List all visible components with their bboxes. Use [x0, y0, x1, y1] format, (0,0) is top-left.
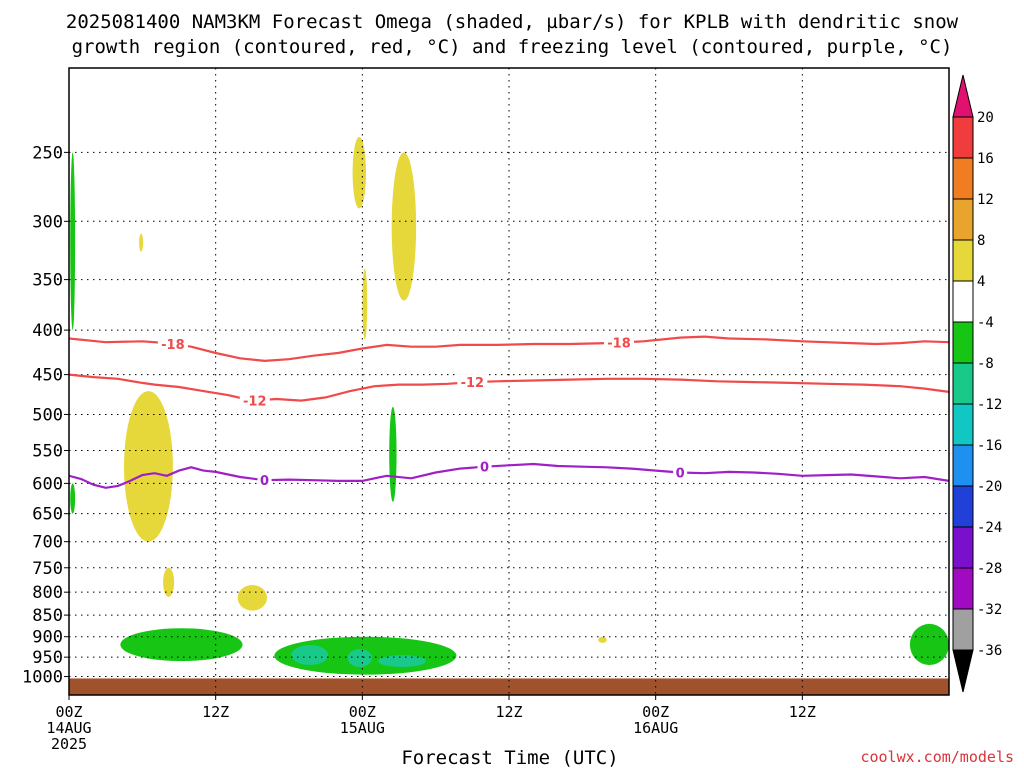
- omega-region: [347, 649, 373, 667]
- y-axis-ticks: 2503003504004505005506006507007508008509…: [22, 143, 69, 688]
- contour-label: 0: [676, 467, 685, 482]
- x-tick-sublabel: 16AUG: [633, 719, 678, 737]
- y-tick-label: 900: [32, 628, 63, 648]
- y-tick-label: 450: [32, 366, 63, 386]
- colorbar-segment: [952, 444, 974, 487]
- y-tick-label: 300: [32, 212, 63, 232]
- colorbar-segment: [952, 362, 974, 405]
- y-tick-label: 800: [32, 583, 63, 603]
- colorbar-segment: [952, 567, 974, 610]
- colorbar-bottom-arrow: [952, 649, 974, 693]
- colorbar-segment: [952, 526, 974, 569]
- colorbar-segment: [952, 608, 974, 651]
- x-tick-label: 00Z: [642, 703, 669, 721]
- contours: -18 -18 -12 -12 0 0 0: [69, 334, 949, 489]
- colorbar-tick-label: -32: [977, 602, 1002, 618]
- y-tick-label: 400: [32, 321, 63, 341]
- contour-label: 0: [260, 474, 269, 489]
- omega-region: [163, 567, 175, 597]
- colorbar-tick-label: -4: [977, 315, 994, 331]
- colorbar-segment: [952, 321, 974, 364]
- x-tick-label: 12Z: [495, 703, 522, 721]
- omega-region: [70, 483, 76, 514]
- contour-label-bg: [239, 392, 270, 409]
- x-tick-label: 12Z: [202, 703, 229, 721]
- contour-line: [69, 373, 949, 402]
- omega-region: [909, 623, 949, 666]
- colorbar-tick-label: -28: [977, 561, 1002, 577]
- y-tick-label: 550: [32, 442, 63, 462]
- contour-line: [69, 335, 949, 363]
- colorbar-segment: [952, 198, 974, 241]
- colorbar-tick-label: -36: [977, 643, 1002, 659]
- omega-region: [237, 585, 267, 611]
- omega-region: [124, 391, 173, 542]
- y-tick-label: 600: [32, 474, 63, 494]
- colorbar-tick-label: 8: [977, 233, 985, 249]
- x-axis-label: Forecast Time (UTC): [401, 747, 618, 768]
- x-tick-label: 12Z: [789, 703, 816, 721]
- colorbar-segment: [952, 239, 974, 282]
- contour-label: -12: [461, 376, 485, 391]
- colorbar-tick-label: 4: [977, 274, 985, 290]
- y-tick-label: 750: [32, 559, 63, 579]
- colorbar-segment: [952, 485, 974, 528]
- omega-region: [598, 636, 607, 643]
- colorbar-segment: [952, 403, 974, 446]
- contour-label-bg: [673, 464, 688, 481]
- colorbar-tick-label: 16: [977, 151, 994, 167]
- contour-label: -12: [243, 394, 267, 409]
- y-tick-label: 650: [32, 505, 63, 525]
- omega-region: [139, 233, 144, 252]
- chart-title: 2025081400 NAM3KM Forecast Omega (shaded…: [66, 11, 959, 33]
- colorbar: 20 16 12 8 4 -4 -8 -12 -16 -20 -24 -28 -32 -36: [952, 74, 1002, 693]
- colorbar-tick-label: -8: [977, 356, 994, 372]
- colorbar-tick-label: -24: [977, 520, 1002, 536]
- omega-region: [391, 152, 417, 301]
- x-tick-sublabel: 14AUG: [46, 719, 91, 737]
- y-tick-label: 950: [32, 648, 63, 668]
- contour-label: 0: [480, 461, 489, 476]
- omega-region: [389, 406, 397, 502]
- colorbar-segment: [952, 280, 974, 323]
- contour-label-bg: [604, 334, 634, 351]
- x-tick-label: 00Z: [349, 703, 376, 721]
- x-tick-sublabel: 15AUG: [340, 719, 385, 737]
- contour-label: -18: [607, 336, 631, 351]
- contour-label-bg: [477, 458, 492, 475]
- credit-text: coolwx.com/models: [860, 748, 1014, 766]
- y-tick-label: 250: [32, 143, 63, 163]
- colorbar-segment: [952, 116, 974, 159]
- y-tick-label: 850: [32, 606, 63, 626]
- colorbar-tick-label: 12: [977, 192, 994, 208]
- colorbar-tick-label: -20: [977, 479, 1002, 495]
- contour-label-bg: [157, 336, 188, 353]
- y-tick-label: 1000: [22, 668, 63, 688]
- omega-shading: [70, 136, 949, 675]
- omega-region: [352, 136, 366, 209]
- y-tick-label: 350: [32, 271, 63, 291]
- colorbar-tick-label: -12: [977, 397, 1002, 413]
- contour-line: [69, 462, 949, 489]
- colorbar-tick-label: 20: [977, 110, 994, 126]
- colorbar-tick-label: -16: [977, 438, 1002, 454]
- omega-region: [378, 655, 426, 667]
- contour-label-bg: [457, 374, 488, 391]
- omega-region: [70, 152, 76, 331]
- contour-label: -18: [161, 338, 185, 353]
- omega-region: [362, 268, 368, 340]
- y-tick-label: 500: [32, 405, 63, 425]
- y-tick-label: 700: [32, 533, 63, 553]
- contour-label-bg: [257, 472, 272, 489]
- x-tick-label: 00Z: [55, 703, 82, 721]
- colorbar-top-arrow: [952, 74, 974, 118]
- omega-region: [291, 645, 329, 666]
- colorbar-segment: [952, 157, 974, 200]
- omega-region: [120, 628, 243, 662]
- x-tick-year: 2025: [51, 735, 87, 753]
- chart-subtitle: growth region (contoured, red, °C) and f…: [72, 36, 953, 58]
